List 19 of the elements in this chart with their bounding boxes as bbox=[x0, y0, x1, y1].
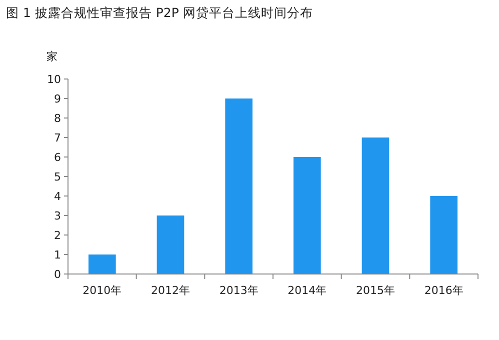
x-tick-label: 2016年 bbox=[424, 284, 464, 297]
y-tick-label: 8 bbox=[54, 112, 61, 125]
y-tick-label: 9 bbox=[54, 92, 61, 106]
y-tick-label: 7 bbox=[54, 132, 61, 144]
x-tick-label: 2014年 bbox=[288, 284, 327, 297]
y-axis-title: 家 bbox=[46, 50, 58, 63]
x-tick-label: 2015年 bbox=[356, 284, 395, 297]
x-tick-label: 2010年 bbox=[82, 284, 122, 297]
x-tick-label: 2012年 bbox=[151, 284, 190, 297]
y-tick-label: 0 bbox=[54, 268, 61, 281]
chart-title: 图 1 披露合规性审查报告 P2P 网贷平台上线时间分布 bbox=[6, 5, 313, 20]
y-tick-label: 4 bbox=[54, 190, 61, 203]
y-tick-label: 1 bbox=[54, 248, 61, 262]
y-tick-label: 10 bbox=[47, 73, 61, 86]
x-tick-label: 2013年 bbox=[219, 284, 258, 297]
y-tick-label: 6 bbox=[54, 151, 61, 164]
y-tick-label: 2 bbox=[54, 229, 61, 242]
y-tick-label: 3 bbox=[54, 210, 61, 222]
y-tick-label: 5 bbox=[54, 170, 61, 184]
